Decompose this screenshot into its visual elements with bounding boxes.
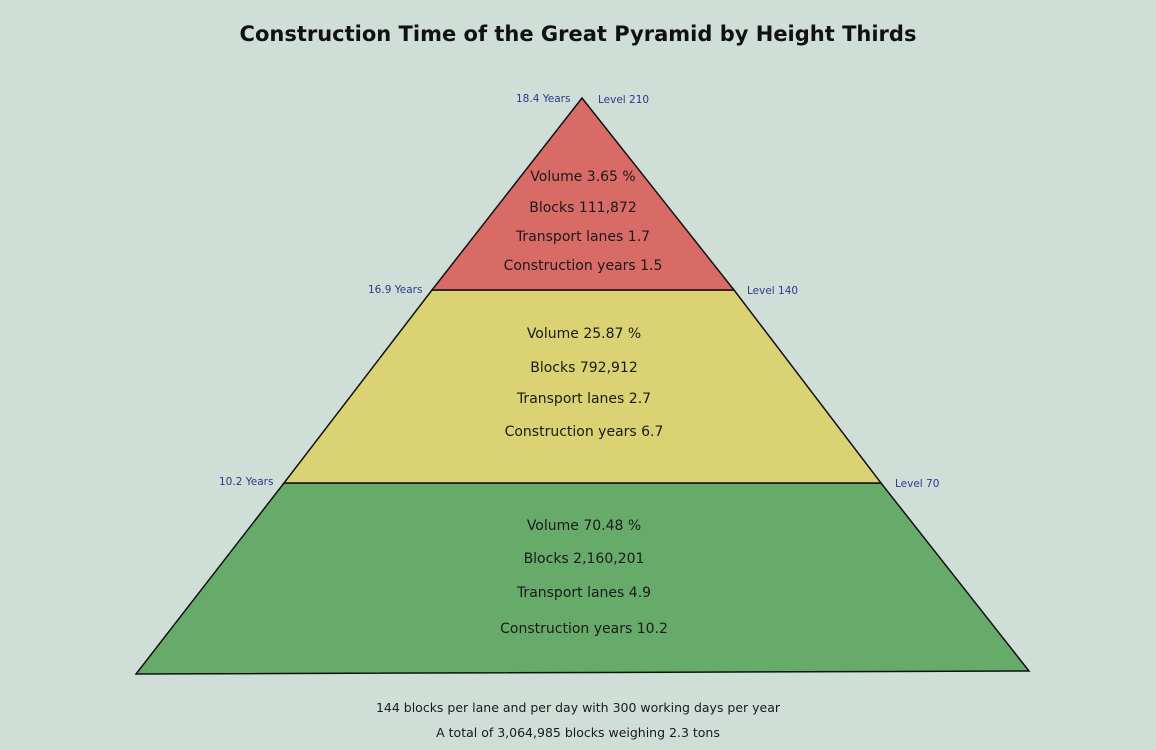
bottom-volume: Volume 70.48 % — [527, 518, 641, 534]
middle-left-label: 16.9 Years — [368, 284, 422, 296]
top-left-label: 18.4 Years — [516, 93, 570, 105]
pyramid-tier-top — [430, 96, 736, 291]
bottom-left-label: 10.2 Years — [219, 476, 273, 488]
middle-lanes: Transport lanes 2.7 — [516, 391, 651, 407]
middle-volume: Volume 25.87 % — [527, 326, 641, 342]
bottom-years: Construction years 10.2 — [500, 621, 668, 637]
bottom-lanes: Transport lanes 4.9 — [516, 585, 651, 601]
pyramid-tier-bottom — [134, 482, 1031, 675]
top-blocks: Blocks 111,872 — [529, 200, 637, 216]
top-right-label: Level 210 — [598, 94, 649, 106]
top-years: Construction years 1.5 — [504, 258, 663, 274]
middle-years: Construction years 6.7 — [505, 424, 664, 440]
top-lanes: Transport lanes 1.7 — [515, 229, 650, 245]
pyramid-tier-middle — [282, 289, 883, 484]
bottom-blocks: Blocks 2,160,201 — [524, 551, 645, 567]
diagram-title: Construction Time of the Great Pyramid b… — [239, 22, 917, 46]
top-volume: Volume 3.65 % — [530, 169, 635, 185]
bottom-right-label: Level 70 — [895, 478, 939, 490]
footer-total-note: A total of 3,064,985 blocks weighing 2.3… — [436, 725, 720, 740]
middle-blocks: Blocks 792,912 — [530, 360, 638, 376]
footer-rate-note: 144 blocks per lane and per day with 300… — [375, 700, 781, 715]
middle-right-label: Level 140 — [747, 285, 798, 297]
